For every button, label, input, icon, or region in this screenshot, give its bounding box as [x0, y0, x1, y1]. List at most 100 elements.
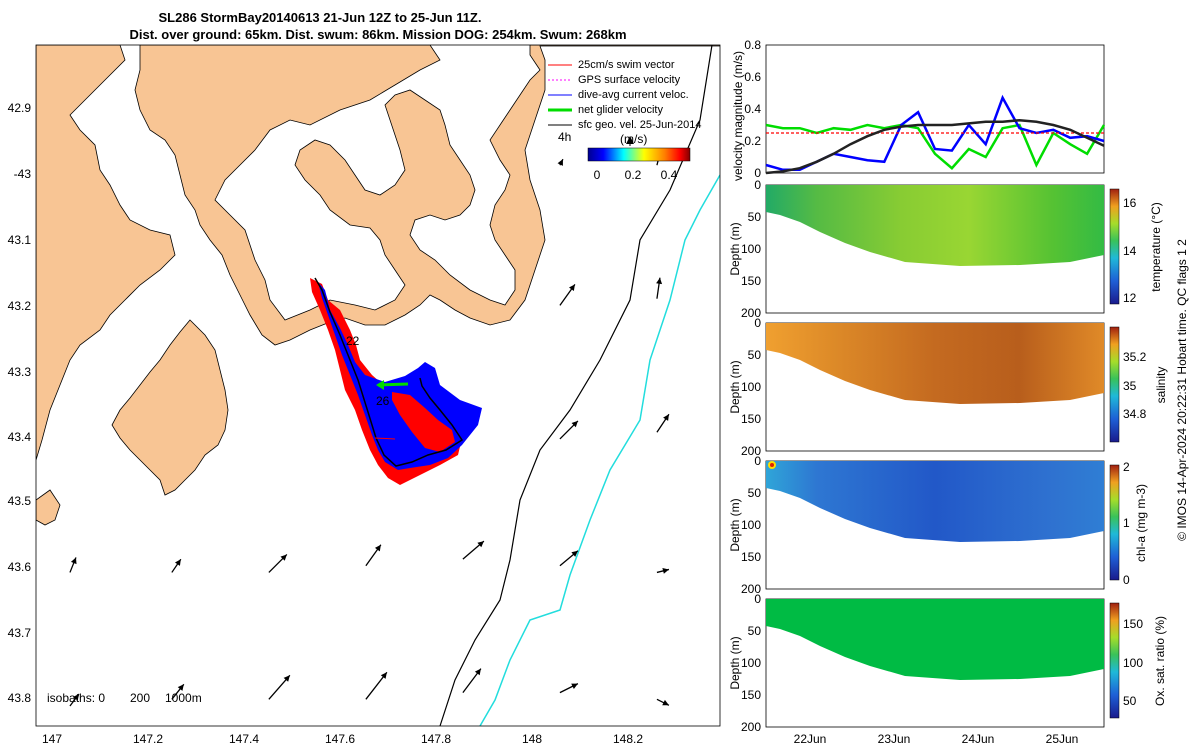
ox-ytick: 100	[741, 656, 761, 670]
temp-cbtick: 12	[1123, 291, 1137, 305]
chl-ylabel: Depth (m)	[728, 498, 742, 551]
map-x-ticks: 147 147.2 147.4 147.6 147.8 148 148.2	[42, 732, 643, 746]
velocity-series-line	[765, 123, 1106, 170]
isobath-value: 1000m	[165, 691, 202, 705]
geo-velocity-arrow-head	[174, 559, 181, 566]
legend-label: GPS surface velocity	[578, 74, 681, 86]
chl-cblabel: chl-a (mg m-3)	[1134, 484, 1148, 562]
time-tick: 22Jun	[794, 732, 827, 746]
land-south-tip	[36, 489, 61, 526]
legend-label: net glider velocity	[578, 104, 663, 116]
land-west	[36, 45, 176, 461]
vel-ytick: 0	[754, 166, 761, 180]
map-colorbar	[587, 147, 691, 162]
map-xtick: 147.2	[133, 732, 163, 746]
salinity-section: 0 50 100 150 200 Depth (m) 34.8 35 35.2 …	[728, 316, 1168, 458]
sal-ylabel: Depth (m)	[728, 360, 742, 413]
track-label-22: 22	[346, 334, 360, 348]
ox-ylabel: Depth (m)	[728, 636, 742, 689]
geo-velocity-arrow-head	[571, 550, 578, 557]
chl-cbtick: 0	[1123, 573, 1130, 587]
temp-cbtick: 16	[1123, 196, 1137, 210]
geo-velocity-arrow-head	[477, 541, 484, 548]
geo-velocity-arrow-head	[663, 414, 669, 421]
geo-velocity-arrow-head	[72, 693, 79, 701]
geo-velocity-arrow-head	[374, 544, 381, 552]
time-tick: 23Jun	[878, 732, 911, 746]
glider-track: 22 26	[310, 277, 482, 485]
map-ytick: -43	[14, 167, 32, 181]
geo-velocity-arrow-head	[283, 675, 290, 682]
track-label-26: 26	[376, 394, 390, 408]
map-panel: 22 26 147 147.2 147.4 147.6 147.8 148 14…	[8, 44, 721, 746]
time-axis: 22Jun 23Jun 24Jun 25Jun	[794, 732, 1079, 746]
geo-velocity-arrow-head	[380, 672, 387, 679]
ox-ytick: 200	[741, 720, 761, 734]
map-xtick: 147.6	[325, 732, 355, 746]
temperature-field	[766, 185, 1104, 266]
map-ytick: 43.4	[8, 430, 32, 444]
oxygen-section: 0 50 100 150 200 Depth (m) 50 100 150 Ox…	[728, 592, 1167, 734]
sal-colorbar	[1109, 326, 1120, 443]
time-tick: 25Jun	[1046, 732, 1079, 746]
track-line	[314, 277, 464, 467]
land-areas	[36, 45, 720, 526]
salinity-field	[766, 323, 1104, 404]
chl-ytick: 100	[741, 518, 761, 532]
chl-ytick: 200	[741, 582, 761, 596]
chlorophyll-section: 0 50 100 150 200 Depth (m) 0 1 2 chl-a (…	[728, 454, 1148, 596]
legend-label: sfc geo. vel. 25-Jun-2014	[578, 119, 702, 131]
geo-velocity-arrow-head	[557, 159, 563, 166]
isobath-200	[439, 45, 713, 726]
vel-ylabel: velocity magnitude (m/s)	[731, 51, 745, 181]
map-colorbar-tick: 0.2	[625, 168, 642, 182]
map-ytick: 43.1	[8, 233, 32, 247]
sal-cbtick: 34.8	[1123, 407, 1147, 421]
chl-ytick: 0	[754, 454, 761, 468]
map-frame	[35, 44, 721, 727]
geo-velocity-arrow-head	[656, 277, 663, 285]
legend-label: 25cm/s swim vector	[578, 59, 675, 71]
vel-ytick: 0.2	[744, 134, 761, 148]
map-xtick: 147	[42, 732, 62, 746]
vel-ytick: 0.6	[744, 70, 761, 84]
net-velocity-head	[376, 380, 384, 390]
temp-ytick: 0	[754, 178, 761, 192]
geo-velocity-arrow-head	[474, 668, 481, 676]
map-ytick: 43.3	[8, 365, 32, 379]
map-ytick: 43.5	[8, 494, 32, 508]
geo-velocity-arrow-head	[662, 567, 669, 574]
isobaths-label: isobaths: 0	[47, 691, 105, 705]
temp-ylabel: Depth (m)	[728, 222, 742, 275]
isobath-value: 200	[130, 691, 150, 705]
chl-field	[766, 461, 1104, 542]
geo-velocity-arrow-head	[568, 284, 575, 292]
geo-velocity-arrow-head	[70, 557, 77, 565]
geo-velocity-arrow-head	[662, 699, 669, 706]
sal-cblabel: salinity	[1154, 367, 1168, 404]
ox-cblabel: Ox. sat. ratio (%)	[1153, 616, 1167, 706]
temperature-section: 0 50 100 150 200 Depth (m) 12 14 16 temp…	[728, 178, 1163, 320]
sal-ytick: 50	[748, 348, 762, 362]
geo-velocity-arrow-head	[177, 684, 184, 691]
map-ytick: 42.9	[8, 101, 32, 115]
ox-cbtick: 150	[1123, 617, 1143, 631]
map-xtick: 148.2	[613, 732, 643, 746]
land-central	[134, 45, 720, 346]
sal-cbtick: 35	[1123, 379, 1137, 393]
isobath-1000	[479, 174, 720, 726]
temp-ytick: 50	[748, 210, 762, 224]
chl-ytick: 150	[741, 550, 761, 564]
chl-ytick: 50	[748, 486, 762, 500]
map-ytick: 43.7	[8, 626, 32, 640]
ox-cbtick: 50	[1123, 694, 1137, 708]
map-xtick: 147.4	[229, 732, 259, 746]
legend-label: dive-avg current veloc.	[578, 89, 689, 101]
temp-ytick: 100	[741, 242, 761, 256]
map-xtick: 148	[522, 732, 542, 746]
map-colorbar-tick: 0.4	[661, 168, 678, 182]
title-line2: Dist. over ground: 65km. Dist. swum: 86k…	[129, 27, 626, 42]
temp-cbtick: 14	[1123, 244, 1137, 258]
swim-vector-arrow	[374, 437, 396, 440]
temp-ytick: 200	[741, 306, 761, 320]
